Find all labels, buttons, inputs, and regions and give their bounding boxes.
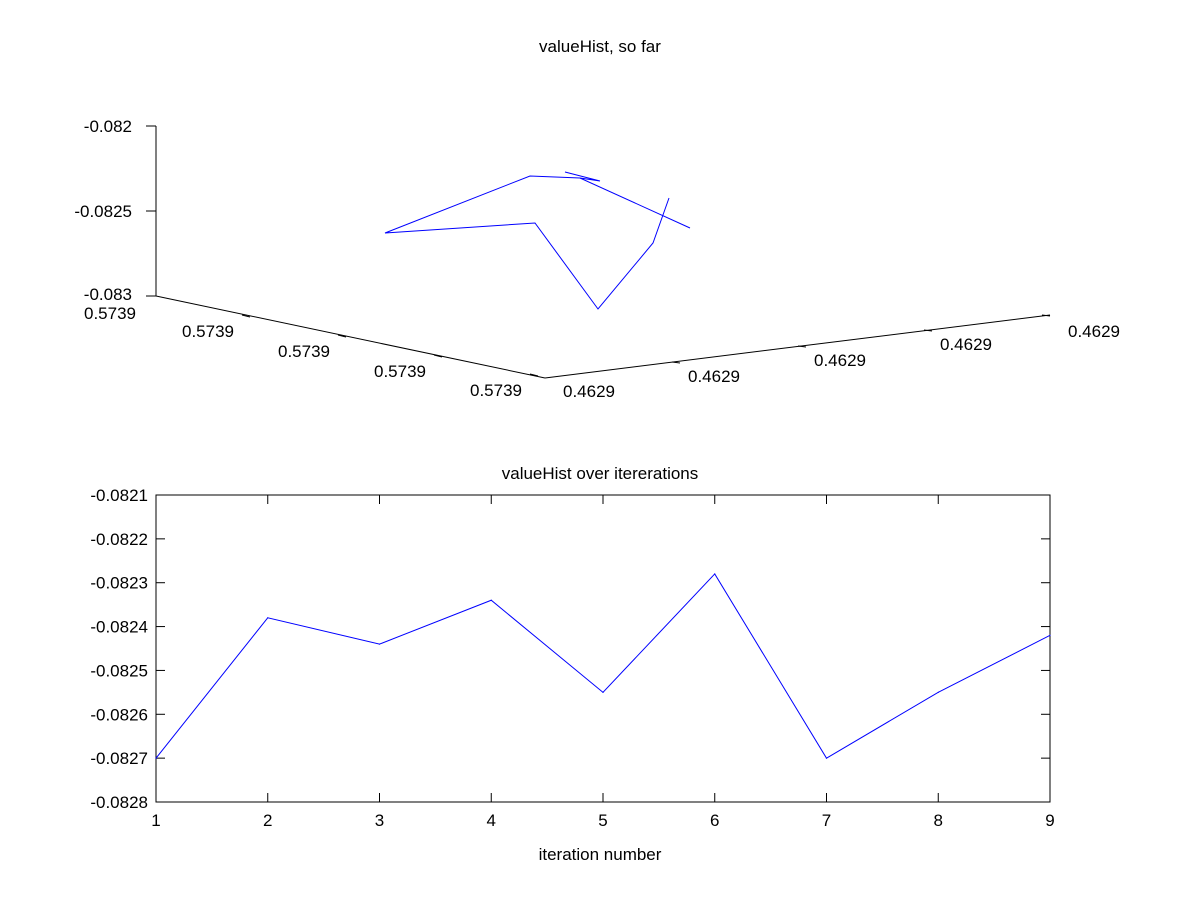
plot2d-y-tick-label: -0.0821 (90, 486, 148, 505)
plot3d-y-tick (1041, 314, 1051, 317)
plot2d-title: valueHist over itererations (502, 464, 699, 483)
plot2d-data-point (714, 573, 716, 575)
plot3d-y-tick-label: 0.4629 (1068, 322, 1120, 341)
plot2d-axes-box (155, 494, 1051, 803)
plot3d-title: valueHist, so far (539, 37, 661, 56)
plot3d-y-tick-label: 0.4629 (814, 351, 866, 370)
plot3d-z-tick-label: -0.082 (84, 117, 132, 136)
plot2d-data-point (825, 757, 828, 759)
plot2d-data-point (378, 643, 381, 645)
plot2d-y-tick-label: -0.0826 (90, 705, 148, 724)
plot2d-x-tick-label: 8 (934, 811, 943, 830)
plot2d-x-tick-label: 1 (151, 811, 160, 830)
plot3d-y-axis (544, 314, 1051, 379)
plot3d-y-tick-label: 0.4629 (688, 367, 740, 386)
plot2d-data-point (937, 691, 939, 693)
plot3d-x-tick-label: 0.5739 (84, 304, 136, 323)
plot3d-x-tick-label: 0.5739 (182, 322, 234, 341)
plot2d-x-tick-label: 7 (822, 811, 831, 830)
plot2d-series-line (155, 573, 1051, 759)
plot3d-y-tick-label: 0.4629 (940, 335, 992, 354)
plot2d-y-tick-label: -0.0824 (90, 618, 148, 637)
plot3d-x-tick-label: 0.5739 (470, 381, 522, 400)
plot3d-x-tick-label: 0.5739 (278, 342, 330, 361)
plot2d-series (155, 573, 1051, 759)
plot3d-z-tick-label: -0.0825 (74, 202, 132, 221)
plot2d-data-point (1049, 634, 1051, 636)
plot2d-data-point (155, 757, 157, 759)
plot3d-x-tick-label: 0.5739 (374, 362, 426, 381)
plot3d-x-tick (529, 373, 539, 377)
plot2d-x-tick-label: 9 (1045, 811, 1054, 830)
plot2d-x-tick-label: 5 (598, 811, 607, 830)
plot3d-series-line (384, 175, 691, 310)
plot2d-data-point (490, 599, 492, 601)
plot2d-y-tick-label: -0.0827 (90, 749, 148, 768)
plot2d-x-tick-label: 2 (263, 811, 272, 830)
plot3d-y-tick (797, 345, 807, 348)
plot3d-y-tick-label: 0.4629 (563, 382, 615, 401)
plot3d-y-tick (671, 361, 681, 364)
plot2d-x-tick-label: 4 (487, 811, 496, 830)
plot3d: valueHist, so far -0.082 -0.0825 -0.083 … (74, 37, 1120, 401)
plot3d-x-axis (155, 295, 546, 379)
plot3d-x-tick (241, 314, 251, 318)
plot2d-y-tick-label: -0.0828 (90, 793, 148, 812)
plot2d-y-tick-label: -0.0823 (90, 574, 148, 593)
plot2d-y-ticks: -0.0821 -0.0822 -0.0823 -0.0824 -0.0825 -0.08… (90, 486, 1050, 812)
plot3d-z-tick-label: -0.083 (84, 285, 132, 304)
plot3d-y-tick (923, 329, 933, 332)
plot2d-x-tick-label: 6 (710, 811, 719, 830)
plot3d-series-line-tail (564, 171, 601, 182)
plot2d-data-point (267, 617, 269, 619)
plot3d-x-tick (433, 354, 443, 358)
plot2d-y-tick-label: -0.0825 (90, 661, 148, 680)
plot2d-y-tick-label: -0.0822 (90, 530, 148, 549)
plot2d: valueHist over itererations -0.0821-0.08… (90, 464, 1054, 864)
plot2d-xlabel: iteration number (539, 845, 662, 864)
plot2d-data-point (602, 691, 604, 693)
plot2d-x-ticks: 1 2 3 4 5 6 7 8 9 (151, 495, 1055, 830)
plot2d-x-tick-label: 3 (375, 811, 384, 830)
plot3d-x-tick (337, 334, 347, 338)
